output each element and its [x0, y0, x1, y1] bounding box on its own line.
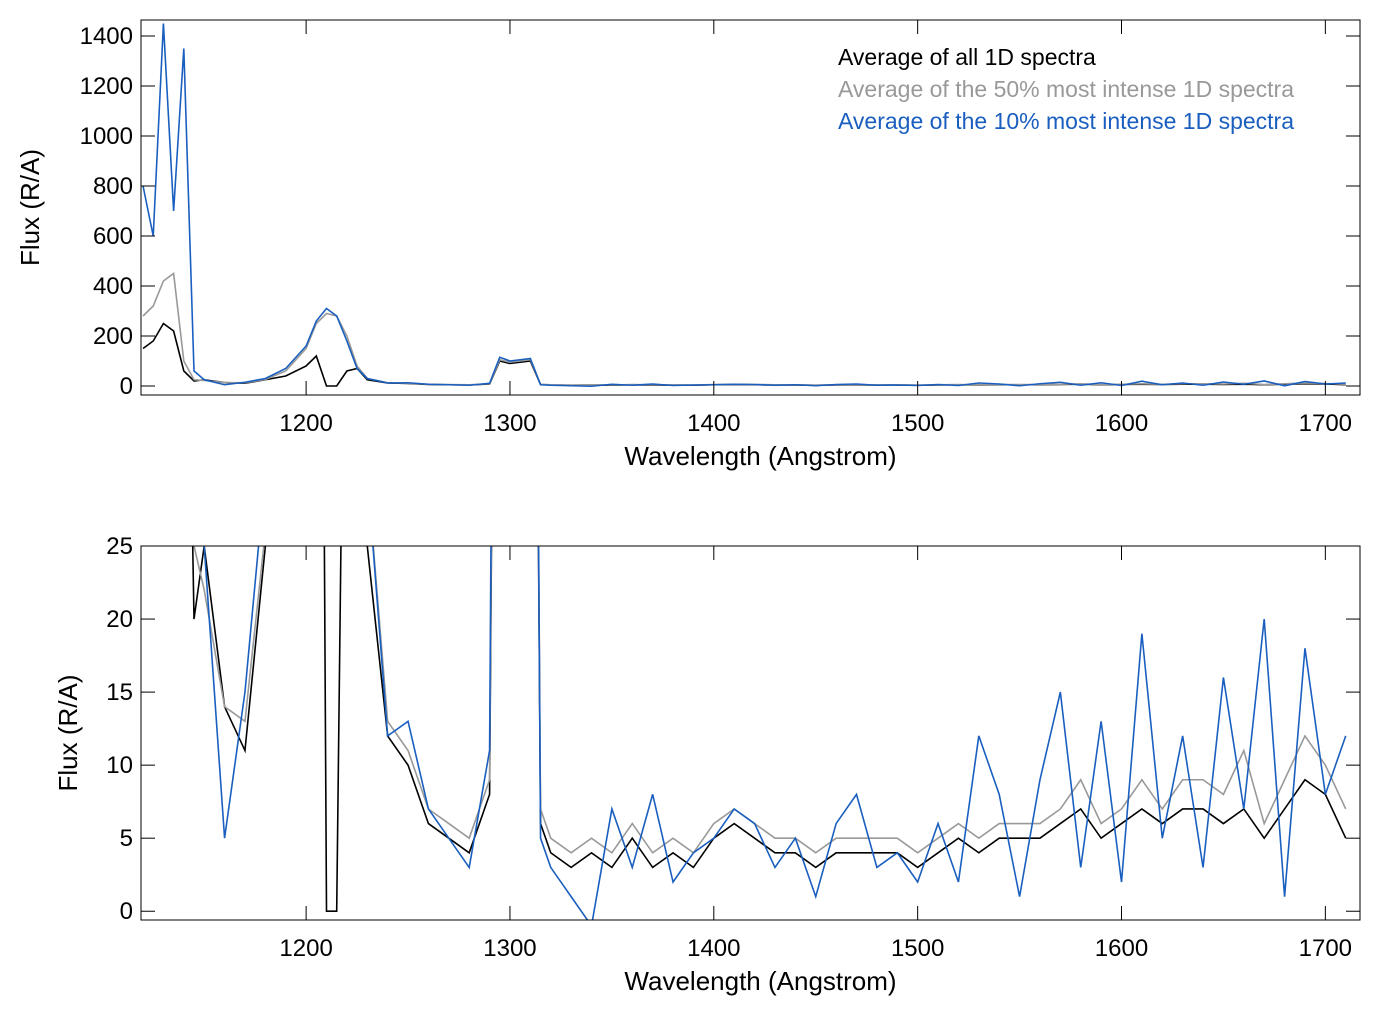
spectrum-line	[203, 546, 1347, 920]
x-axis-label: Wavelength (Angstrom)	[624, 966, 896, 996]
x-tick-label: 1700	[1299, 410, 1352, 437]
spectrum-line	[142, 272, 1346, 386]
y-tick-label: 25	[106, 533, 133, 560]
y-tick-label: 10	[106, 752, 133, 779]
x-tick-label: 1300	[483, 410, 536, 437]
x-tick-label: 1700	[1299, 935, 1352, 962]
x-tick-label: 1600	[1095, 410, 1148, 437]
legend-entry: Average of the 50% most intense 1D spect…	[838, 76, 1294, 102]
y-tick-label: 800	[93, 173, 133, 200]
y-tick-label: 1200	[80, 73, 133, 100]
axes-frame	[140, 19, 1361, 396]
x-axis-label: Wavelength (Angstrom)	[624, 441, 896, 471]
y-tick-label: 1400	[80, 23, 133, 50]
x-tick-label: 1500	[891, 410, 944, 437]
x-tick-label: 1600	[1095, 935, 1148, 962]
x-tick-label: 1400	[687, 935, 740, 962]
legend-entry: Average of the 10% most intense 1D spect…	[838, 108, 1294, 134]
plot-area	[191, 546, 1347, 920]
spectrum-line	[142, 23, 1346, 388]
y-tick-label: 20	[106, 606, 133, 633]
y-tick-label: 0	[120, 898, 133, 925]
x-tick-label: 1200	[279, 410, 332, 437]
x-tick-label: 1500	[891, 935, 944, 962]
y-axis-label: Flux (R/A)	[15, 149, 45, 266]
x-tick-label: 1200	[279, 935, 332, 962]
x-tick-label: 1300	[483, 935, 536, 962]
plot-area	[142, 23, 1346, 388]
legend-entry: Average of all 1D spectra	[838, 44, 1096, 70]
y-axis-label: Flux (R/A)	[53, 675, 83, 792]
y-tick-label: 0	[120, 373, 133, 400]
y-tick-label: 5	[120, 825, 133, 852]
y-tick-label: 200	[93, 323, 133, 350]
y-tick-label: 1000	[80, 123, 133, 150]
y-tick-label: 400	[93, 273, 133, 300]
spectrum-line	[142, 322, 1346, 387]
axes-frame	[140, 545, 1361, 921]
y-tick-label: 600	[93, 223, 133, 250]
x-tick-label: 1400	[687, 410, 740, 437]
spectrum-line	[193, 546, 1347, 854]
y-tick-label: 15	[106, 679, 133, 706]
